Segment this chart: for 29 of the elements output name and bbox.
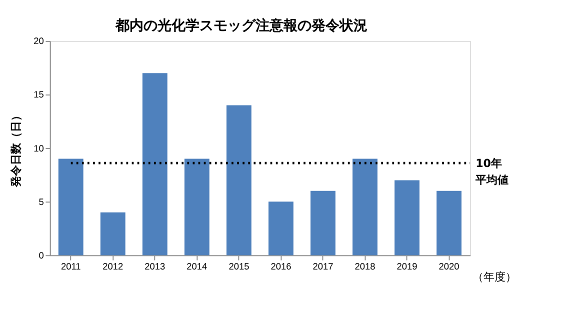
y-tick-label: 20 bbox=[34, 36, 44, 46]
bar bbox=[226, 105, 252, 256]
x-tick-label: 2020 bbox=[438, 262, 460, 272]
bar bbox=[58, 158, 84, 256]
bar bbox=[310, 190, 336, 256]
x-tick-label: 2016 bbox=[270, 262, 292, 272]
bar bbox=[184, 158, 210, 256]
y-tick-label: 15 bbox=[34, 90, 44, 100]
x-tick-label: 2013 bbox=[144, 262, 166, 272]
x-tick-label: 2014 bbox=[186, 262, 208, 272]
chart-title: 都内の光化学スモッグ注意報の発令状況 bbox=[114, 16, 368, 34]
x-tick-label: 2012 bbox=[102, 262, 124, 272]
y-tick-label: 0 bbox=[38, 250, 44, 260]
x-tick-label: 2018 bbox=[354, 262, 376, 272]
bar bbox=[268, 202, 294, 256]
bar bbox=[100, 212, 126, 256]
y-axis-title: 発令日数（日） bbox=[10, 110, 23, 188]
x-axis-title: （年度） bbox=[472, 270, 517, 284]
x-tick-label: 2011 bbox=[60, 262, 81, 272]
y-tick-label: 5 bbox=[38, 196, 44, 207]
x-tick-label: 2017 bbox=[312, 262, 334, 272]
x-tick-label: 2015 bbox=[228, 262, 250, 272]
y-tick-label: 10 bbox=[34, 143, 44, 154]
bar bbox=[394, 180, 420, 256]
bar bbox=[436, 190, 462, 256]
x-tick-label: 2019 bbox=[396, 262, 418, 272]
bar bbox=[352, 158, 378, 256]
bar bbox=[142, 73, 168, 256]
ref-line-label: 10年平均値 bbox=[474, 156, 509, 186]
